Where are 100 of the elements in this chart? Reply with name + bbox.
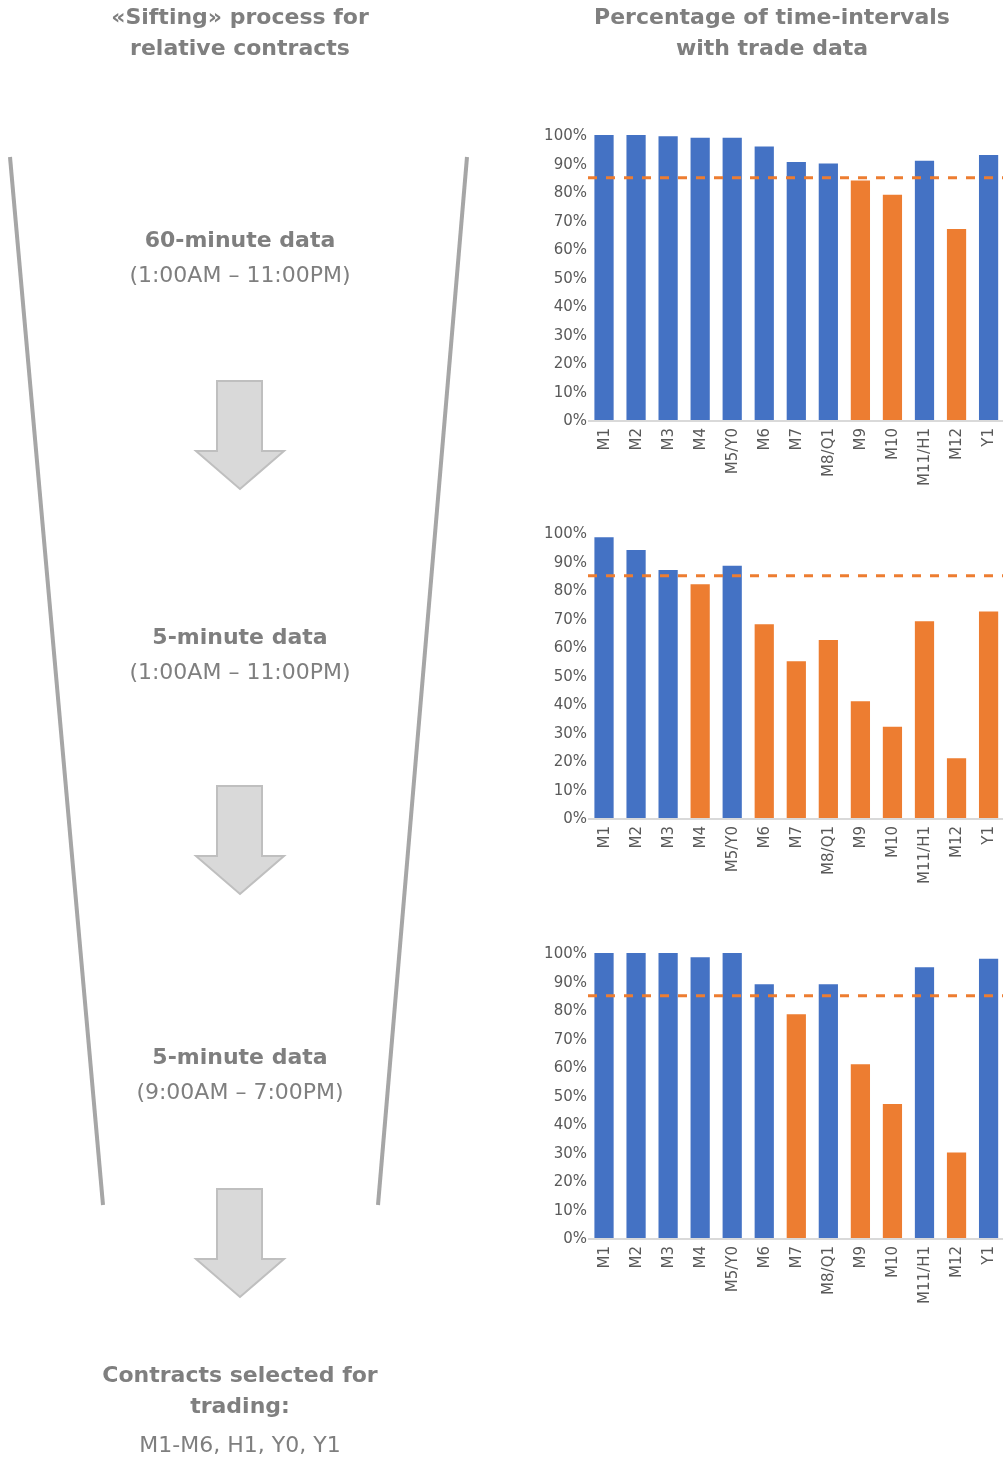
x-tick-label: M8/Q1 [819,1246,838,1295]
y-tick-label: 10% [553,382,587,401]
text: 60-minute data [143,226,337,254]
y-tick-label: 70% [553,211,587,230]
bar [850,701,871,818]
x-tick-label: M1 [594,1246,613,1269]
y-tick-label: 50% [553,1086,587,1105]
bar [754,146,774,420]
bar [658,953,678,1238]
bar [882,726,903,818]
text: (1:00AM – 11:00PM) [128,261,352,289]
y-tick-label: 0% [563,1229,587,1248]
chart-title: Percentage of time-intervals with trade data [593,3,951,62]
bar [978,958,999,1238]
y-tick-label: 100% [544,944,587,963]
y-tick-label: 40% [553,695,587,714]
x-tick-label: M2 [626,1246,645,1269]
y-tick-label: 10% [553,1200,587,1219]
y-tick-label: 90% [553,552,587,571]
x-tick-label: M7 [787,826,806,849]
bar [850,180,871,420]
y-tick-label: 60% [553,638,587,657]
x-tick-label: M11/H1 [915,826,934,884]
x-tick-label: M7 [787,1246,806,1269]
bar [690,957,710,1238]
x-tick-label: M8/Q1 [819,826,838,875]
x-tick-label: M5/Y0 [723,1246,742,1293]
y-tick-label: 90% [553,154,587,173]
y-tick-label: 0% [563,809,587,828]
bar [978,611,999,818]
x-tick-label: M11/H1 [915,428,934,486]
bar [914,621,935,818]
bar [946,229,967,420]
y-tick-label: 20% [553,354,587,373]
bar [850,1064,871,1238]
bar [786,661,806,818]
x-tick-label: M1 [594,428,613,451]
bar [626,550,646,818]
text: (9:00AM – 7:00PM) [135,1078,345,1106]
bar [754,984,774,1238]
bar [594,135,614,420]
x-tick-label: M9 [851,428,870,451]
x-tick-label: Y1 [979,1246,998,1266]
x-tick-label: M12 [947,826,966,859]
bar [914,967,935,1238]
bar [818,984,838,1238]
x-tick-label: M9 [851,1246,870,1269]
bar [594,537,614,818]
x-tick-label: M6 [755,428,774,451]
bar [978,154,999,420]
x-tick-label: M2 [626,428,645,451]
y-tick-label: 80% [553,1001,587,1020]
bar [818,639,838,818]
bar [946,758,967,818]
x-tick-label: M5/Y0 [723,826,742,873]
bar [818,163,838,420]
bar [658,570,678,818]
bar [594,953,614,1238]
x-tick-label: Y1 [979,428,998,448]
x-tick-label: M2 [626,826,645,849]
bar [946,1152,967,1238]
x-tick-label: M10 [883,428,902,461]
x-tick-label: M5/Y0 [723,428,742,475]
y-tick-label: 40% [553,297,587,316]
bar [882,1104,903,1238]
bar [626,135,646,420]
y-tick-label: 20% [553,1172,587,1191]
y-tick-label: 40% [553,1115,587,1134]
bar [690,584,710,818]
x-tick-label: M12 [947,428,966,461]
x-tick-label: M3 [658,1246,677,1269]
bar [754,624,774,818]
x-tick-label: M10 [883,1246,902,1279]
y-tick-label: 10% [553,780,587,799]
y-tick-label: 50% [553,666,587,685]
x-tick-label: M1 [594,826,613,849]
bar [722,565,742,818]
x-tick-label: M8/Q1 [819,428,838,477]
y-tick-label: 30% [553,723,587,742]
y-tick-label: 0% [563,411,587,430]
x-tick-label: M3 [658,826,677,849]
y-tick-label: 80% [553,183,587,202]
text: 5-minute data [151,1043,329,1071]
x-tick-label: M4 [691,1246,710,1269]
x-tick-label: M4 [691,428,710,451]
text: 5-minute data [151,623,329,651]
y-tick-label: 30% [553,325,587,344]
text: M1-M6, H1, Y0, Y1 [138,1431,342,1459]
y-tick-label: 80% [553,581,587,600]
bar [786,1014,806,1238]
x-tick-label: M11/H1 [915,1246,934,1304]
y-tick-label: 50% [553,268,587,287]
y-tick-label: 100% [544,126,587,145]
y-tick-label: 60% [553,240,587,259]
x-tick-label: M7 [787,428,806,451]
x-tick-label: M12 [947,1246,966,1279]
bar [722,137,742,420]
y-tick-label: 30% [553,1143,587,1162]
y-tick-label: 100% [544,524,587,543]
text: Contracts selected for trading: [101,1361,379,1420]
